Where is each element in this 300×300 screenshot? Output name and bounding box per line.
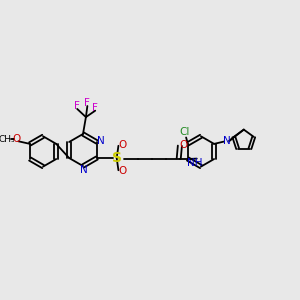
Text: S: S [112,151,122,165]
Text: O: O [179,140,188,150]
Text: N: N [223,136,230,146]
Text: F: F [92,103,98,113]
Text: O: O [118,166,127,176]
Text: Cl: Cl [180,127,190,137]
Text: O: O [12,134,20,144]
Text: N: N [97,136,104,146]
Text: NH: NH [187,158,202,168]
Text: F: F [74,101,80,111]
Text: F: F [84,98,90,108]
Text: CH₃: CH₃ [0,135,16,144]
Text: O: O [118,140,127,150]
Text: N: N [80,165,88,175]
